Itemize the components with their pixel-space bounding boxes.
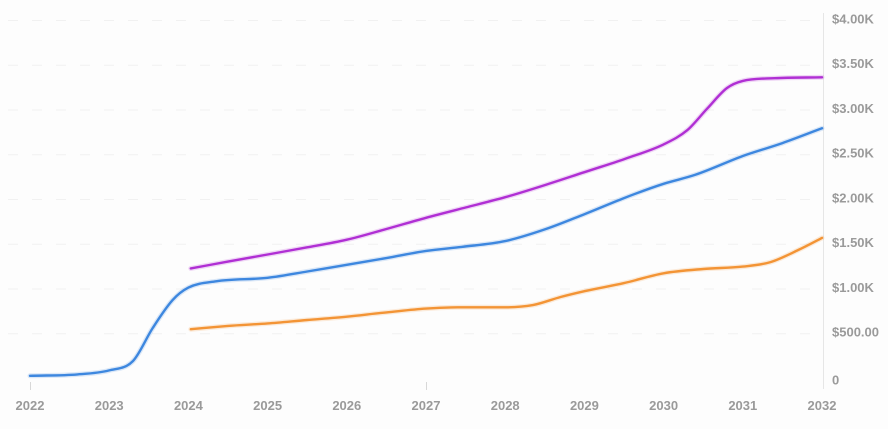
x-axis-label: 2022: [16, 398, 45, 413]
y-axis-label: $4.00K: [832, 11, 875, 26]
x-axis-label: 2027: [412, 398, 441, 413]
x-axis-label: 2031: [728, 398, 757, 413]
x-axis-label: 2025: [253, 398, 282, 413]
x-axis-label: 2026: [332, 398, 361, 413]
y-axis-label: $500.00: [832, 325, 879, 340]
series-line-orange[interactable]: [189, 236, 824, 331]
x-axis-label: 2028: [491, 398, 520, 413]
x-axis-label: 2032: [808, 398, 837, 413]
x-axis-label: 2030: [649, 398, 678, 413]
y-axis-label: $3.50K: [832, 56, 875, 71]
x-axis-label: 2023: [95, 398, 124, 413]
y-axis-label: 0: [832, 372, 839, 387]
x-axis-label: 2024: [174, 398, 204, 413]
y-axis-label: $1.50K: [832, 235, 875, 250]
y-axis-label: $2.00K: [832, 190, 875, 205]
y-axis-label: $2.50K: [832, 146, 875, 161]
y-axis-label: $1.00K: [832, 280, 875, 295]
x-axis-label: 2029: [570, 398, 599, 413]
series-line-magenta[interactable]: [189, 76, 824, 270]
y-axis-label: $3.00K: [832, 101, 875, 116]
series-line-blue[interactable]: [28, 127, 824, 377]
